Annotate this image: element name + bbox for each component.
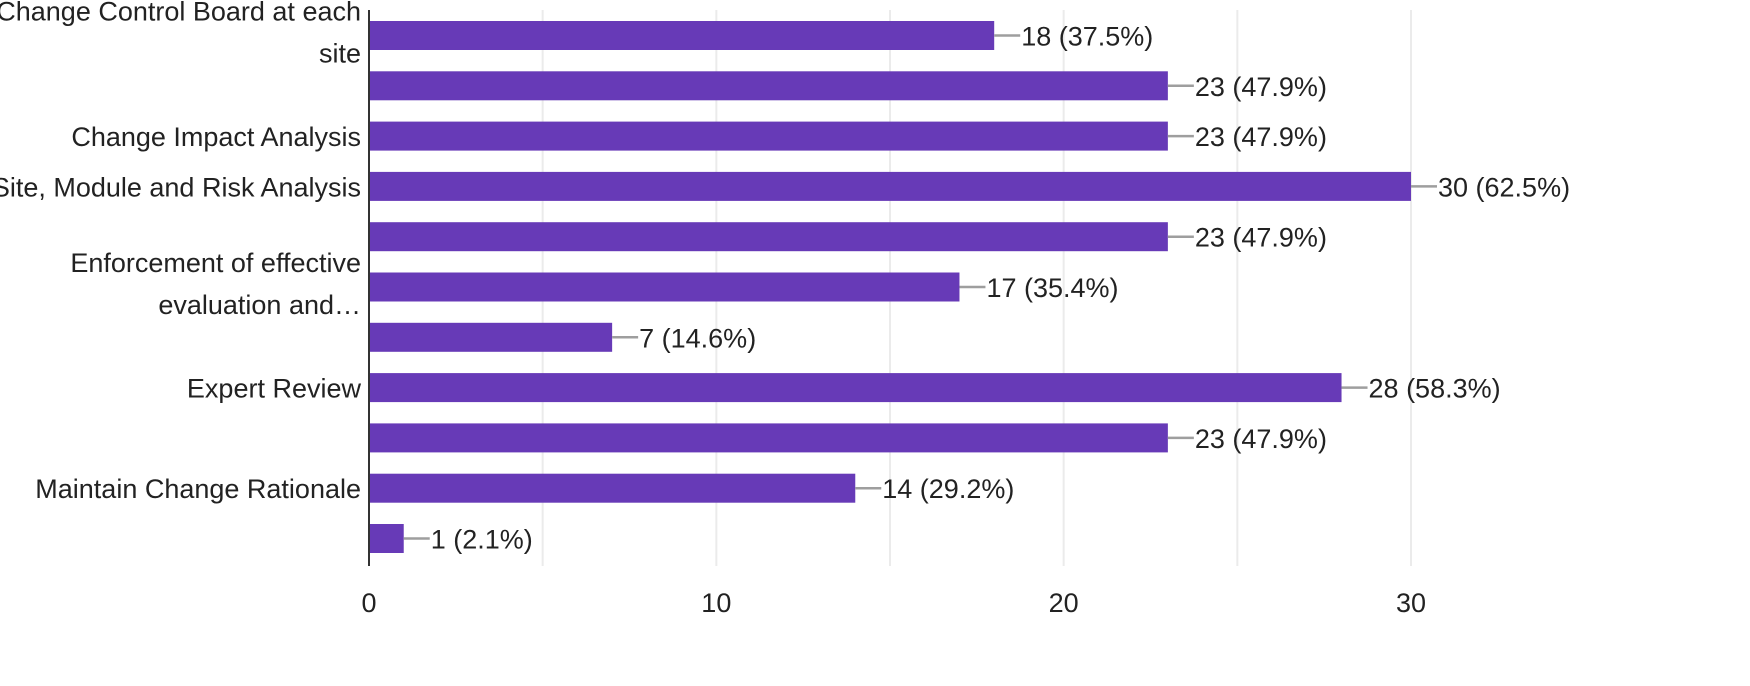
bar-2: [369, 121, 1168, 151]
x-tick-label-10: 10: [701, 588, 731, 618]
x-tick-label-30: 30: [1396, 588, 1426, 618]
bar-5: [369, 272, 960, 302]
value-label-7: 28 (58.3%): [1369, 374, 1501, 404]
value-label-2: 23 (47.9%): [1195, 122, 1327, 152]
value-label-0: 18 (37.5%): [1021, 22, 1153, 52]
value-label-8: 23 (47.9%): [1195, 424, 1327, 454]
bar-0: [369, 21, 995, 50]
bar-1: [369, 71, 1168, 101]
category-label-3-line-1: evaluation and…: [158, 290, 361, 320]
bars: [369, 21, 1437, 553]
category-label-0-line-0: Change Control Board at each: [0, 0, 361, 27]
bar-8: [369, 423, 1168, 453]
value-label-4: 23 (47.9%): [1195, 223, 1327, 253]
x-tick-label-0: 0: [361, 588, 376, 618]
category-label-4-line-0: Expert Review: [187, 374, 362, 404]
value-label-9: 14 (29.2%): [882, 474, 1014, 504]
bar-9: [369, 473, 856, 503]
bar-6: [369, 322, 613, 352]
bar-7: [369, 373, 1342, 403]
bar-10: [369, 524, 404, 553]
value-label-5: 17 (35.4%): [986, 273, 1118, 303]
x-tick-label-20: 20: [1049, 588, 1079, 618]
category-label-2-line-0: Site, Module and Risk Analysis: [0, 172, 361, 202]
value-label-3: 30 (62.5%): [1438, 172, 1570, 202]
value-label-1: 23 (47.9%): [1195, 72, 1327, 102]
labels: 18 (37.5%) 23 (47.9%) 23 (47.9%) 30 (62.5%)…: [0, 0, 1570, 618]
category-label-5-line-0: Maintain Change Rationale: [35, 474, 361, 504]
value-label-10: 1 (2.1%): [431, 525, 533, 555]
bar-3: [369, 171, 1411, 201]
bar-4: [369, 222, 1168, 252]
value-label-6: 7 (14.6%): [639, 323, 756, 353]
category-label-3-line-0: Enforcement of effective: [70, 248, 361, 278]
category-label-1-line-0: Change Impact Analysis: [71, 122, 361, 152]
category-label-0-line-1: site: [319, 39, 361, 69]
